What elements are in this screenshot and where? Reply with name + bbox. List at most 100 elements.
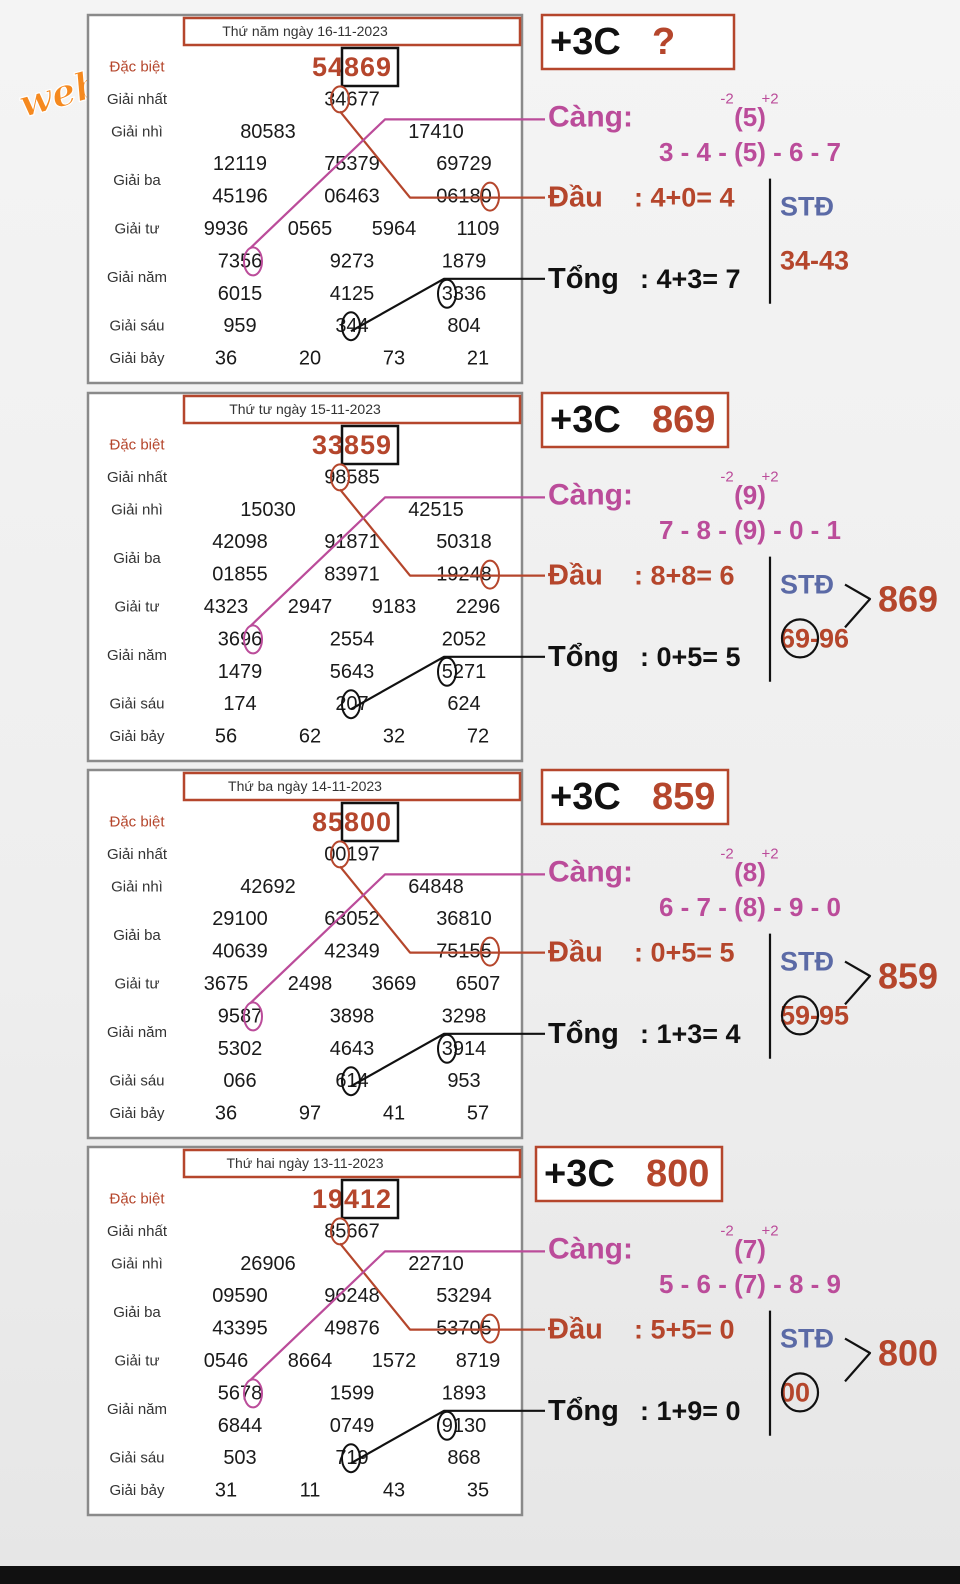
row-label: Giải tư [114, 599, 159, 616]
row-label: Giải nhất [107, 91, 168, 108]
seventh-prize: 56 [215, 726, 237, 748]
tong-formula: : 0+5= 5 [640, 642, 741, 672]
fifth-prize-circle [243, 1378, 263, 1409]
date-header: Thứ năm ngày 16-11-2023 [222, 23, 388, 39]
tong-connector [350, 277, 545, 333]
tong-connector [350, 655, 545, 711]
cang-connector [249, 873, 545, 1005]
minus-two-label: -2 [720, 90, 733, 107]
third-prize: 01855 [212, 564, 268, 586]
row-label: Giải nhất [107, 469, 168, 486]
seventh-prize: 62 [299, 726, 321, 748]
sixth-prize: 207 [335, 693, 368, 715]
second-prize: 17410 [408, 121, 464, 143]
seventh-prize: 20 [299, 348, 321, 370]
fifth-prize: 2052 [442, 628, 487, 650]
sixth-prize: 868 [447, 1447, 480, 1469]
fifth-prize: 5643 [330, 661, 375, 683]
row-label: Giải năm [107, 647, 167, 664]
seventh-prize: 21 [467, 348, 489, 370]
fourth-prize: 9183 [372, 596, 417, 618]
std-result: 869 [878, 579, 938, 620]
result-table [86, 1145, 524, 1517]
cang-label: Càng: [548, 1232, 633, 1265]
seventh-prize: 11 [300, 1480, 321, 1502]
date-header: Thứ tư ngày 15-11-2023 [229, 401, 381, 417]
tong-label: Tổng [548, 641, 619, 673]
cang-center: (7) [734, 1234, 766, 1264]
fifth-prize: 6844 [218, 1415, 263, 1437]
third-prize: 69729 [436, 153, 492, 175]
row-label: Giải bảy [109, 350, 165, 367]
fourth-prize: 1109 [456, 218, 499, 240]
third-prize: 29100 [212, 908, 268, 930]
fourth-prize: 0546 [204, 1350, 249, 1372]
row-label: Giải nhì [111, 1255, 163, 1272]
third-prize: 50318 [436, 531, 492, 553]
fifth-prize: 0749 [330, 1415, 375, 1437]
row-label: Đặc biệt [109, 59, 165, 76]
fourth-prize: 5964 [372, 218, 417, 240]
dau-formula: : 0+5= 5 [634, 938, 735, 968]
tong-connector [350, 1409, 545, 1465]
cang-sequence: 5 - 6 - (7) - 8 - 9 [659, 1269, 841, 1299]
prediction-result: 859 [652, 776, 715, 818]
second-prize: 22710 [408, 1253, 464, 1275]
row-label: Đặc biệt [109, 814, 165, 831]
prediction-title: +3C [550, 399, 621, 441]
row-label: Giải bảy [109, 1105, 165, 1122]
row-label: Giải bảy [109, 728, 165, 745]
date-header-box [182, 771, 522, 802]
fourth-prize: 0565 [288, 218, 333, 240]
std-result-bracket [844, 1337, 872, 1383]
fifth-prize: 5678 [218, 1382, 263, 1404]
fifth-prize: 4643 [330, 1038, 375, 1060]
seventh-prize: 73 [383, 348, 405, 370]
cang-sequence: 3 - 4 - (5) - 6 - 7 [659, 137, 841, 167]
prediction-title: +3C [544, 1153, 615, 1195]
std-result-bracket [844, 583, 872, 629]
tong-formula: : 4+3= 7 [640, 264, 741, 294]
prediction-result: ? [652, 21, 675, 63]
first-prize: 00197 [324, 843, 380, 865]
fourth-prize: 9936 [204, 218, 249, 240]
dau-label: Đầu [548, 182, 603, 214]
fourth-prize: 2296 [456, 596, 501, 618]
special-highlight-box [340, 424, 400, 466]
row-label: Giải năm [107, 1024, 167, 1041]
second-prize: 15030 [240, 499, 296, 521]
fifth-prize: 9130 [442, 1415, 487, 1437]
sixth-prize: 804 [447, 315, 480, 337]
third-prize: 09590 [212, 1285, 268, 1307]
seventh-prize: 35 [467, 1480, 489, 1502]
fifth-prize: 1879 [442, 250, 487, 272]
sixth-prize: 344 [335, 315, 368, 337]
sixth-prize: 503 [223, 1447, 256, 1469]
sixth-prize: 624 [447, 693, 480, 715]
dau-formula: : 4+0= 4 [634, 183, 735, 213]
fourth-prize: 8664 [288, 1350, 333, 1372]
cang-label: Càng: [548, 478, 633, 511]
seventh-prize: 41 [383, 1103, 405, 1125]
fourth-prize: 2498 [288, 973, 333, 995]
second-prize: 26906 [240, 1253, 296, 1275]
cang-label: Càng: [548, 855, 633, 888]
prediction-box [540, 391, 730, 449]
row-label: Giải ba [113, 550, 161, 567]
std-numbers: 34-43 [780, 245, 849, 275]
fifth-prize: 5271 [442, 661, 487, 683]
std-label: STĐ [780, 192, 834, 222]
row-label: Giải sáu [109, 1073, 164, 1090]
prediction-title: +3C [550, 776, 621, 818]
cang-connector [249, 496, 545, 628]
prediction-box [534, 1145, 724, 1203]
sixth-prize: 174 [223, 693, 256, 715]
third-prize: 42098 [212, 531, 268, 553]
row-label: Giải nhất [107, 846, 168, 863]
seventh-prize: 72 [467, 726, 489, 748]
std-result-bracket [844, 960, 872, 1006]
row-label: Giải sáu [109, 696, 164, 713]
day-block: Thứ tư ngày 15-11-2023 Đặc biệt Giải nhất G… [86, 391, 938, 763]
seventh-prize: 32 [383, 726, 405, 748]
seventh-prize: 36 [215, 348, 237, 370]
